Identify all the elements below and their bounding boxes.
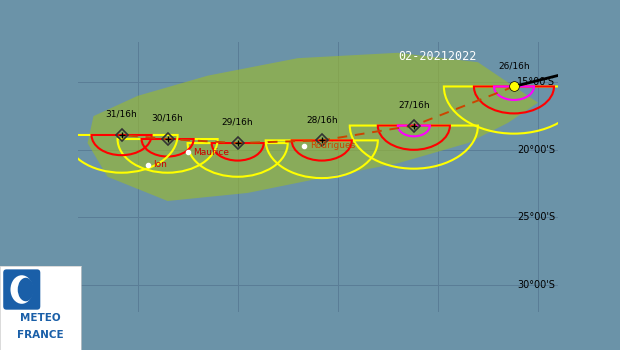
Text: 20°00'S: 20°00'S — [517, 145, 555, 155]
Text: FRANCE: FRANCE — [17, 330, 64, 340]
Text: 25°00'S: 25°00'S — [517, 212, 555, 222]
Text: Rodrigues: Rodrigues — [310, 141, 355, 150]
Text: 31/16h: 31/16h — [105, 110, 138, 119]
Text: lon: lon — [154, 160, 167, 169]
Text: METEO: METEO — [20, 313, 61, 323]
Text: 28/16h: 28/16h — [306, 115, 337, 124]
Text: 30/16h: 30/16h — [152, 114, 184, 123]
Text: 15°00'S: 15°00'S — [517, 77, 555, 88]
Polygon shape — [87, 53, 538, 201]
FancyBboxPatch shape — [3, 270, 40, 310]
Text: 02-20212022: 02-20212022 — [399, 50, 477, 63]
Ellipse shape — [18, 278, 34, 301]
Ellipse shape — [11, 275, 33, 304]
Text: 29/16h: 29/16h — [222, 118, 254, 127]
Text: 26/16h: 26/16h — [498, 61, 529, 70]
Text: 27/16h: 27/16h — [398, 100, 430, 109]
Text: 30°00'S: 30°00'S — [517, 280, 555, 289]
Text: Maurice: Maurice — [193, 148, 229, 157]
